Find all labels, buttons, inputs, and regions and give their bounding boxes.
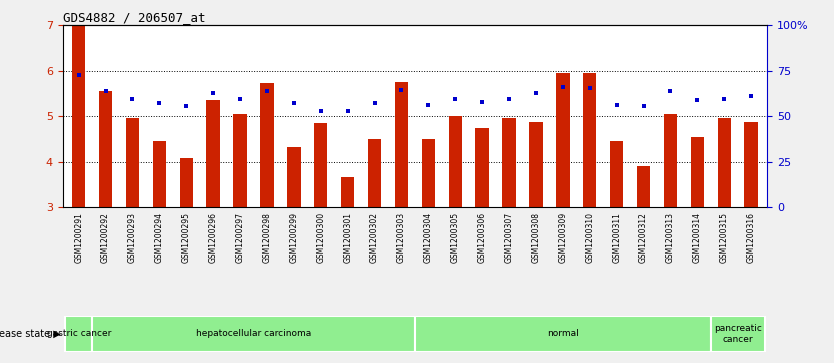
Bar bbox=[475, 127, 489, 207]
Point bbox=[394, 87, 408, 93]
Text: GSM1200316: GSM1200316 bbox=[746, 212, 756, 263]
Text: GSM1200313: GSM1200313 bbox=[666, 212, 675, 263]
Point bbox=[341, 108, 354, 114]
Text: GSM1200307: GSM1200307 bbox=[505, 212, 514, 264]
Bar bbox=[153, 141, 166, 207]
Point bbox=[449, 96, 462, 102]
Text: GSM1200312: GSM1200312 bbox=[639, 212, 648, 263]
Text: GSM1200291: GSM1200291 bbox=[74, 212, 83, 263]
Text: GSM1200304: GSM1200304 bbox=[424, 212, 433, 264]
Text: GSM1200293: GSM1200293 bbox=[128, 212, 137, 263]
Bar bbox=[637, 166, 651, 207]
Bar bbox=[179, 158, 193, 207]
Point bbox=[745, 93, 758, 99]
Text: GSM1200311: GSM1200311 bbox=[612, 212, 621, 263]
Bar bbox=[664, 114, 677, 207]
Text: GSM1200302: GSM1200302 bbox=[370, 212, 379, 263]
Bar bbox=[394, 82, 408, 207]
Bar bbox=[449, 116, 462, 207]
Text: GSM1200306: GSM1200306 bbox=[478, 212, 487, 264]
Text: gastric cancer: gastric cancer bbox=[47, 330, 111, 338]
Point bbox=[530, 90, 543, 95]
Point bbox=[72, 72, 85, 78]
Bar bbox=[287, 147, 300, 207]
Bar bbox=[260, 83, 274, 207]
Point bbox=[368, 101, 381, 106]
Bar bbox=[711, 316, 765, 352]
Bar bbox=[556, 73, 570, 207]
Bar bbox=[583, 73, 596, 207]
Point bbox=[207, 90, 220, 96]
Point bbox=[610, 102, 623, 108]
Bar bbox=[234, 114, 247, 207]
Text: GSM1200308: GSM1200308 bbox=[531, 212, 540, 263]
Bar bbox=[691, 136, 704, 207]
Text: normal: normal bbox=[547, 330, 579, 338]
Point bbox=[583, 85, 596, 91]
Bar bbox=[341, 178, 354, 207]
Text: GSM1200301: GSM1200301 bbox=[343, 212, 352, 263]
Bar bbox=[422, 139, 435, 207]
Point bbox=[99, 88, 113, 94]
Point bbox=[556, 84, 570, 90]
Text: GSM1200295: GSM1200295 bbox=[182, 212, 191, 263]
Text: GSM1200299: GSM1200299 bbox=[289, 212, 299, 263]
Bar bbox=[610, 141, 623, 207]
Bar bbox=[717, 118, 731, 207]
Text: GSM1200309: GSM1200309 bbox=[558, 212, 567, 264]
Point bbox=[717, 96, 731, 102]
Bar bbox=[72, 25, 85, 207]
Point bbox=[691, 97, 704, 103]
Bar bbox=[530, 122, 543, 207]
Text: GSM1200305: GSM1200305 bbox=[450, 212, 460, 264]
Text: GSM1200294: GSM1200294 bbox=[155, 212, 164, 263]
Point bbox=[234, 96, 247, 102]
Bar bbox=[92, 316, 415, 352]
Text: GSM1200292: GSM1200292 bbox=[101, 212, 110, 263]
Text: GSM1200315: GSM1200315 bbox=[720, 212, 729, 263]
Bar bbox=[65, 316, 92, 352]
Bar bbox=[745, 122, 758, 207]
Text: GSM1200303: GSM1200303 bbox=[397, 212, 406, 264]
Point bbox=[502, 96, 515, 102]
Point bbox=[422, 102, 435, 108]
Text: disease state ▶: disease state ▶ bbox=[0, 329, 61, 339]
Point bbox=[126, 96, 139, 102]
Point bbox=[260, 88, 274, 94]
Text: GSM1200296: GSM1200296 bbox=[208, 212, 218, 263]
Bar bbox=[207, 100, 220, 207]
Bar bbox=[126, 118, 139, 207]
Bar bbox=[415, 316, 711, 352]
Point bbox=[314, 108, 328, 114]
Point bbox=[664, 88, 677, 94]
Bar bbox=[99, 91, 113, 207]
Text: pancreatic
cancer: pancreatic cancer bbox=[714, 324, 761, 344]
Point bbox=[153, 101, 166, 106]
Point bbox=[287, 101, 300, 106]
Text: GSM1200300: GSM1200300 bbox=[316, 212, 325, 264]
Text: GSM1200310: GSM1200310 bbox=[585, 212, 595, 263]
Text: hepatocellular carcinoma: hepatocellular carcinoma bbox=[196, 330, 311, 338]
Point bbox=[179, 103, 193, 109]
Text: GSM1200298: GSM1200298 bbox=[263, 212, 272, 263]
Bar bbox=[368, 139, 381, 207]
Text: GSM1200297: GSM1200297 bbox=[235, 212, 244, 263]
Text: GSM1200314: GSM1200314 bbox=[693, 212, 702, 263]
Bar bbox=[502, 118, 515, 207]
Text: GDS4882 / 206507_at: GDS4882 / 206507_at bbox=[63, 11, 205, 24]
Bar bbox=[314, 123, 328, 207]
Point bbox=[637, 103, 651, 109]
Point bbox=[475, 99, 489, 105]
